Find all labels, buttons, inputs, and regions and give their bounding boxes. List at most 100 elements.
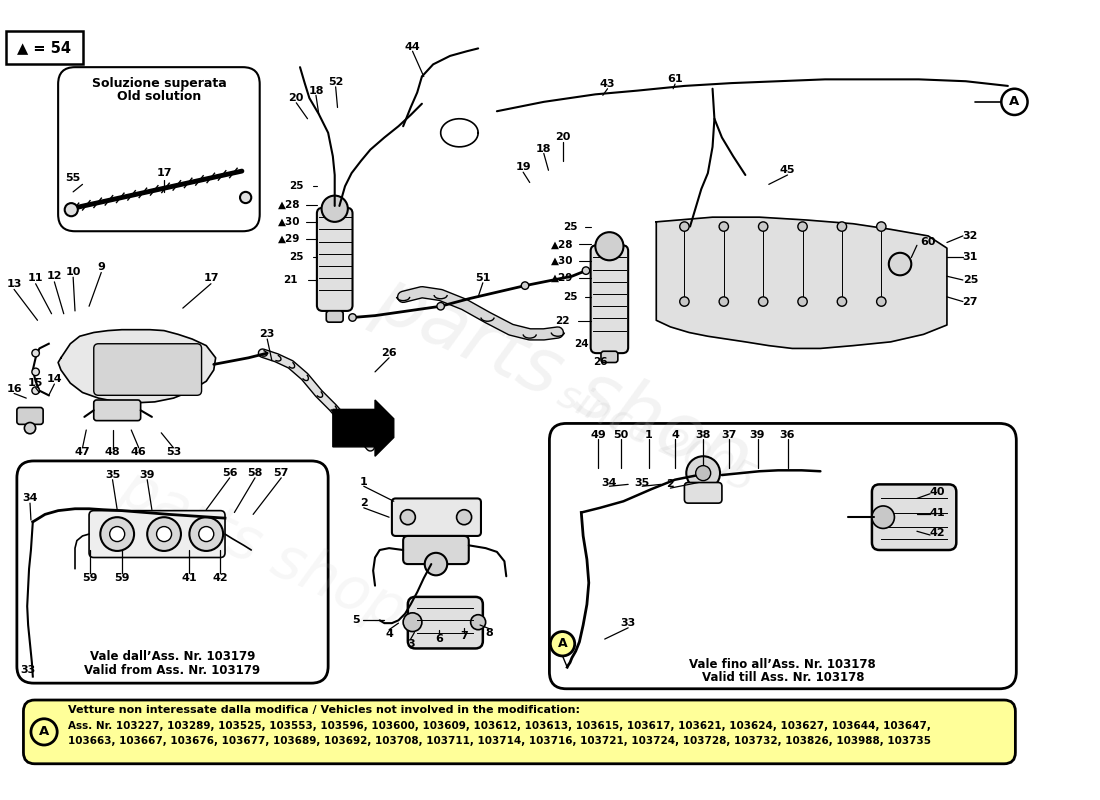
Text: 26: 26 <box>593 358 607 367</box>
FancyBboxPatch shape <box>16 407 43 424</box>
Text: 40: 40 <box>930 487 945 497</box>
Text: A: A <box>39 726 50 738</box>
Text: 17: 17 <box>204 273 219 283</box>
FancyBboxPatch shape <box>872 484 956 550</box>
Circle shape <box>471 614 486 630</box>
Text: 36: 36 <box>780 430 795 440</box>
Circle shape <box>837 222 847 231</box>
Text: since 2005: since 2005 <box>552 375 760 499</box>
Text: A: A <box>1010 95 1020 108</box>
Text: 35: 35 <box>104 470 120 480</box>
Text: 25: 25 <box>563 292 578 302</box>
Text: 6: 6 <box>434 634 442 644</box>
FancyBboxPatch shape <box>408 597 483 649</box>
Circle shape <box>456 510 472 525</box>
Text: 8: 8 <box>485 627 493 638</box>
Text: Valid from Ass. Nr. 103179: Valid from Ass. Nr. 103179 <box>85 663 261 677</box>
Circle shape <box>240 192 251 203</box>
Text: 33: 33 <box>21 665 36 675</box>
FancyBboxPatch shape <box>58 67 260 231</box>
Text: 21: 21 <box>284 275 298 285</box>
Text: 25: 25 <box>289 182 304 191</box>
Circle shape <box>521 282 529 290</box>
Text: ▲28: ▲28 <box>551 239 574 250</box>
Text: 35: 35 <box>635 478 650 487</box>
Text: A: A <box>558 638 568 650</box>
Polygon shape <box>58 330 216 403</box>
Circle shape <box>877 297 886 306</box>
Text: Valid till Ass. Nr. 103178: Valid till Ass. Nr. 103178 <box>702 671 865 684</box>
Circle shape <box>403 613 422 631</box>
Circle shape <box>837 297 847 306</box>
Circle shape <box>321 196 348 222</box>
Text: 49: 49 <box>591 430 606 440</box>
Circle shape <box>32 368 40 376</box>
Circle shape <box>32 350 40 357</box>
Text: ▲30: ▲30 <box>277 217 300 227</box>
Circle shape <box>582 267 590 274</box>
Circle shape <box>425 553 448 575</box>
Text: 17: 17 <box>156 168 172 178</box>
Circle shape <box>199 526 213 542</box>
Text: 44: 44 <box>405 42 420 51</box>
Text: 58: 58 <box>248 468 263 478</box>
Text: Ass. Nr. 103227, 103289, 103525, 103553, 103596, 103600, 103609, 103612, 103613,: Ass. Nr. 103227, 103289, 103525, 103553,… <box>67 722 931 731</box>
Text: 23: 23 <box>260 330 275 339</box>
Text: 51: 51 <box>475 273 491 283</box>
FancyBboxPatch shape <box>403 536 469 564</box>
Text: Old solution: Old solution <box>117 90 201 102</box>
Text: 32: 32 <box>962 231 978 241</box>
Text: 39: 39 <box>140 470 155 480</box>
Circle shape <box>31 718 57 745</box>
Text: 50: 50 <box>613 430 628 440</box>
Circle shape <box>680 222 689 231</box>
Text: 25: 25 <box>563 222 578 231</box>
FancyBboxPatch shape <box>684 482 722 503</box>
Text: 1: 1 <box>645 430 652 440</box>
Text: 4: 4 <box>671 430 679 440</box>
FancyBboxPatch shape <box>392 498 481 536</box>
FancyBboxPatch shape <box>94 344 201 395</box>
Text: 46: 46 <box>131 446 146 457</box>
Text: 57: 57 <box>274 468 289 478</box>
Text: Vale dall’Ass. Nr. 103179: Vale dall’Ass. Nr. 103179 <box>90 650 255 663</box>
Text: 34: 34 <box>602 478 617 487</box>
Polygon shape <box>333 400 394 456</box>
Text: 61: 61 <box>668 74 683 84</box>
Text: 2: 2 <box>360 498 367 508</box>
Circle shape <box>400 510 416 525</box>
Text: 18: 18 <box>536 144 551 154</box>
FancyBboxPatch shape <box>317 208 352 311</box>
Circle shape <box>110 526 124 542</box>
FancyBboxPatch shape <box>549 423 1016 689</box>
Text: 19: 19 <box>515 162 531 173</box>
Text: 45: 45 <box>780 166 795 175</box>
Circle shape <box>719 222 728 231</box>
Text: Vale fino all’Ass. Nr. 103178: Vale fino all’Ass. Nr. 103178 <box>690 658 877 671</box>
Text: 34: 34 <box>22 494 37 503</box>
Circle shape <box>719 297 728 306</box>
Text: Soluzione superata: Soluzione superata <box>91 77 227 90</box>
Text: 26: 26 <box>382 348 397 358</box>
Text: 3: 3 <box>407 638 415 649</box>
Circle shape <box>189 517 223 551</box>
Text: 60: 60 <box>921 238 936 247</box>
Text: 20: 20 <box>554 133 570 142</box>
Circle shape <box>877 222 886 231</box>
Text: ▲30: ▲30 <box>551 256 574 266</box>
Text: 103663, 103667, 103676, 103677, 103689, 103692, 103708, 103711, 103714, 103716, : 103663, 103667, 103676, 103677, 103689, … <box>67 736 931 746</box>
Circle shape <box>798 222 807 231</box>
FancyBboxPatch shape <box>16 461 328 683</box>
Circle shape <box>349 314 356 322</box>
Text: ▲29: ▲29 <box>277 234 300 244</box>
Circle shape <box>595 232 624 260</box>
Text: 33: 33 <box>620 618 636 628</box>
FancyBboxPatch shape <box>601 351 618 362</box>
Text: 18: 18 <box>308 86 323 96</box>
Text: 39: 39 <box>750 430 766 440</box>
Text: 2: 2 <box>667 479 674 490</box>
Text: parts shop: parts shop <box>111 459 415 641</box>
Text: 16: 16 <box>7 384 22 394</box>
Circle shape <box>759 297 768 306</box>
Text: ▲28: ▲28 <box>277 200 300 210</box>
